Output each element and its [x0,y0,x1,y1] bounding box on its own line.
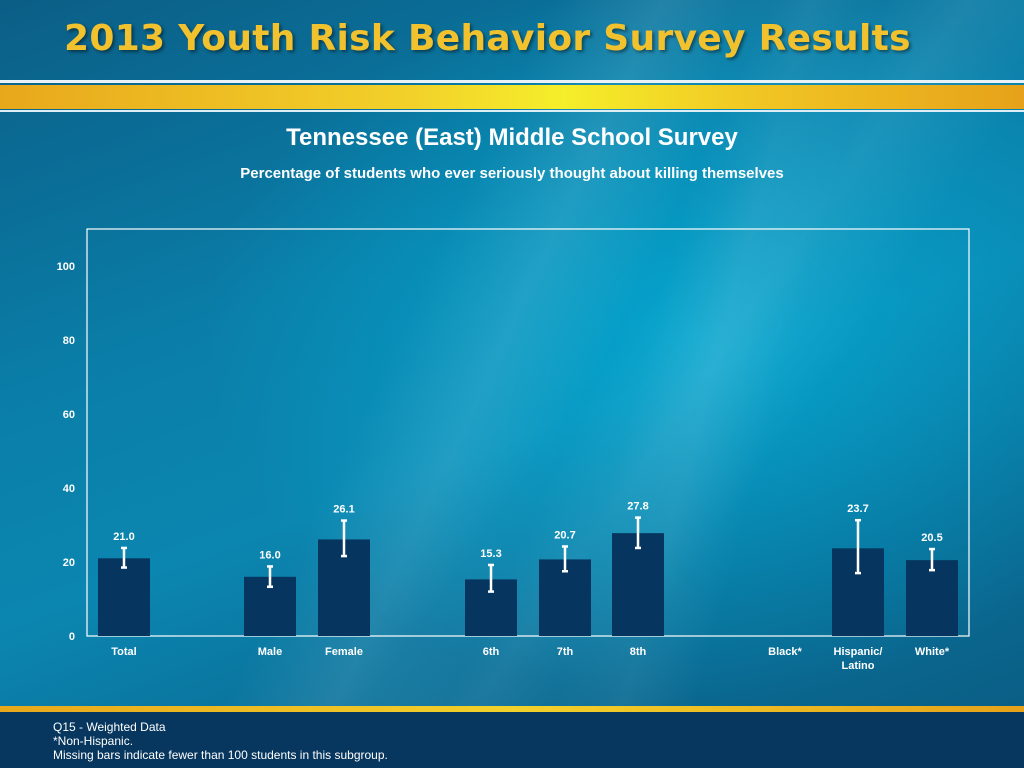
x-tick-label: Male [258,646,282,658]
data-label: 27.8 [627,501,648,513]
header-divider-lower [0,110,1024,112]
chart-title: Tennessee (East) Middle School Survey [286,124,738,151]
header-accent-bar [0,85,1024,109]
x-tick-label: Black* [768,646,802,658]
footer-band [0,712,1024,768]
data-label: 20.7 [554,529,575,541]
data-label: 16.0 [259,549,280,561]
x-tick-label: Total [111,646,136,658]
footer-missing-bars-note: Missing bars indicate fewer than 100 stu… [53,748,388,762]
bar [612,533,664,636]
plot-frame [86,228,970,637]
data-label: 23.7 [847,503,868,515]
footer-question-note: Q15 - Weighted Data [53,720,166,734]
page-title: 2013 Youth Risk Behavior Survey Results [64,18,911,59]
x-tick-label: 7th [557,646,574,658]
x-tick-label: White* [915,646,950,658]
x-tick-label: Hispanic/ [834,646,883,658]
y-tick-label: 80 [63,335,75,347]
y-tick-label: 60 [63,409,75,421]
footer-accent-bar [0,706,1024,712]
data-label: 26.1 [333,504,354,516]
header-divider [0,80,1024,83]
bar [98,558,150,636]
y-tick-label: 20 [63,557,75,569]
data-label: 20.5 [921,532,942,544]
x-tick-label: 6th [483,646,500,658]
chart-subtitle: Percentage of students who ever seriousl… [240,165,784,182]
x-tick-label: 8th [630,646,647,658]
data-label: 21.0 [113,531,134,543]
bar-chart: 0 20 40 60 80 100 21.0 Total 16.0 Male 26.1 Female 1… [57,228,970,672]
footer-notes: Q15 - Weighted Data *Non-Hispanic. Missi… [53,720,388,762]
x-tick-label: Latino [842,660,875,672]
bar [906,560,958,636]
y-tick-label: 0 [69,631,75,643]
data-label: 15.3 [480,548,501,560]
y-tick-label: 40 [63,483,75,495]
y-tick-label: 100 [57,261,75,273]
x-tick-label: Female [325,646,363,658]
footer-nonhispanic-note: *Non-Hispanic. [53,734,134,748]
